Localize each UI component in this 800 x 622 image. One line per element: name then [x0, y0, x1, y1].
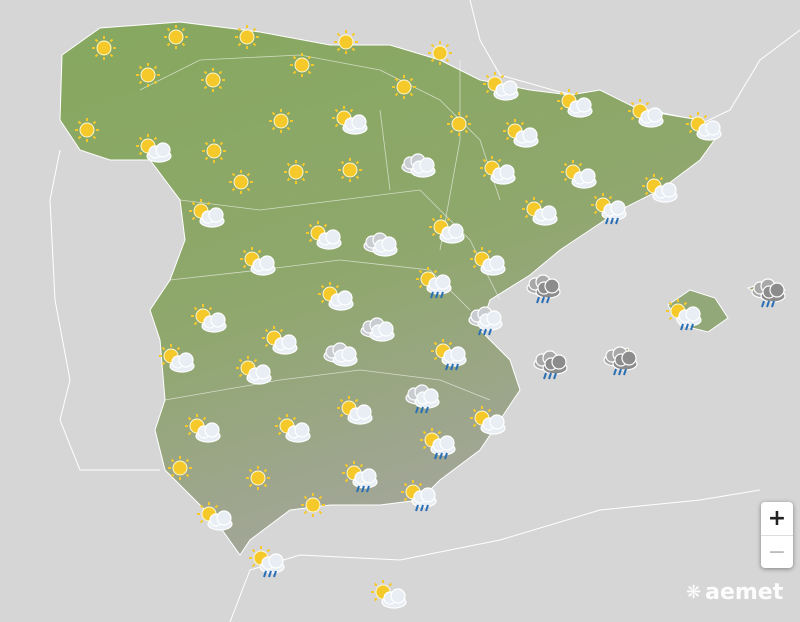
sun-cloud-icon[interactable]: [470, 247, 506, 276]
sun-cloud-icon[interactable]: [306, 221, 342, 250]
region-borders: [139, 54, 501, 401]
sun-icon[interactable]: [392, 75, 416, 99]
sun-cloud-icon[interactable]: [318, 282, 354, 311]
sun-cloud-icon[interactable]: [185, 414, 221, 443]
sun-cloud-icon[interactable]: [197, 502, 233, 531]
aemet-logo-icon: ❋: [686, 582, 702, 603]
sun-cloud-rain-icon[interactable]: [666, 299, 702, 331]
sun-cloud-icon[interactable]: [628, 99, 664, 128]
sun-cloud-icon[interactable]: [561, 160, 597, 189]
sun-cloud-icon[interactable]: [236, 356, 272, 385]
sun-cloud-icon[interactable]: [159, 344, 195, 373]
africa-coast: [229, 489, 761, 622]
sun-cloud-icon[interactable]: [337, 396, 373, 425]
sun-cloud-rain-icon[interactable]: [420, 428, 456, 460]
sun-icon[interactable]: [246, 466, 270, 490]
sun-cloud-rain-icon[interactable]: [416, 267, 452, 299]
sun-cloud-icon[interactable]: [686, 112, 722, 141]
sun-cloud-icon[interactable]: [480, 156, 516, 185]
storm-cloud-rain-icon[interactable]: [526, 274, 561, 304]
aemet-logo: ❋ aemet: [686, 580, 783, 605]
sun-cloud-rain-icon[interactable]: [591, 193, 627, 225]
sun-cloud-icon[interactable]: [522, 197, 558, 226]
sun-cloud-rain-icon[interactable]: [249, 546, 285, 578]
sun-cloud-icon[interactable]: [332, 106, 368, 135]
sun-cloud-icon[interactable]: [191, 304, 227, 333]
sun-icon[interactable]: [290, 53, 314, 77]
cloud-icon[interactable]: [323, 342, 358, 367]
zoom-out-button[interactable]: −: [761, 535, 793, 568]
sun-icon[interactable]: [201, 68, 225, 92]
sun-cloud-rain-icon[interactable]: [401, 480, 437, 512]
sun-icon[interactable]: [75, 118, 99, 142]
sun-icon[interactable]: [168, 456, 192, 480]
sun-icon[interactable]: [447, 112, 471, 136]
sun-icon[interactable]: [229, 170, 253, 194]
sun-icon[interactable]: [334, 30, 358, 54]
sun-cloud-icon[interactable]: [642, 174, 678, 203]
sun-icon[interactable]: [202, 139, 226, 163]
storm-cloud-rain-icon[interactable]: [751, 278, 786, 308]
cloud-rain-icon[interactable]: [405, 384, 440, 414]
sun-icon[interactable]: [136, 63, 160, 87]
sun-cloud-rain-icon[interactable]: [431, 339, 467, 371]
spain-land: [59, 21, 719, 556]
sun-cloud-rain-icon[interactable]: [342, 461, 378, 493]
sun-icon[interactable]: [338, 158, 362, 182]
storm-cloud-rain-icon[interactable]: [603, 346, 638, 376]
sun-cloud-icon[interactable]: [136, 134, 172, 163]
sun-cloud-icon[interactable]: [429, 215, 465, 244]
sun-icon[interactable]: [235, 25, 259, 49]
sun-cloud-icon[interactable]: [470, 406, 506, 435]
sun-cloud-icon[interactable]: [240, 247, 276, 276]
zoom-in-button[interactable]: +: [761, 502, 793, 535]
sun-cloud-icon[interactable]: [503, 119, 539, 148]
sun-cloud-icon[interactable]: [557, 89, 593, 118]
portugal-border: [49, 149, 160, 471]
sun-icon[interactable]: [269, 109, 293, 133]
zoom-control: + −: [761, 502, 793, 568]
cloud-icon[interactable]: [363, 232, 398, 257]
cloud-rain-icon[interactable]: [468, 306, 503, 336]
aemet-logo-text: aemet: [705, 580, 784, 605]
sun-cloud-icon[interactable]: [262, 326, 298, 355]
sun-cloud-icon[interactable]: [189, 199, 225, 228]
storm-cloud-rain-icon[interactable]: [533, 350, 568, 380]
cloud-icon[interactable]: [360, 317, 395, 342]
sun-icon[interactable]: [301, 493, 325, 517]
sun-cloud-icon[interactable]: [275, 414, 311, 443]
sun-cloud-icon[interactable]: [371, 580, 407, 609]
sun-icon[interactable]: [428, 41, 452, 65]
sun-icon[interactable]: [164, 25, 188, 49]
sun-icon[interactable]: [284, 160, 308, 184]
cloud-icon[interactable]: [401, 153, 436, 178]
sun-icon[interactable]: [92, 36, 116, 60]
sun-cloud-icon[interactable]: [483, 72, 519, 101]
